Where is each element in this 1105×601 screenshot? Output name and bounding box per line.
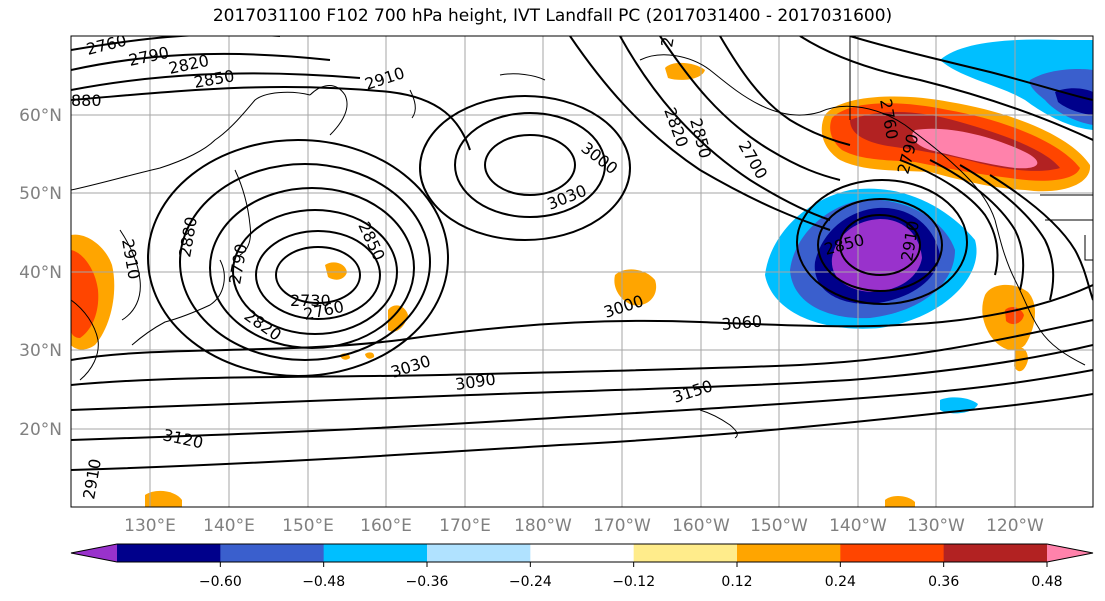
colorbar-segment: [117, 544, 221, 562]
lat-label: 30°N: [19, 341, 62, 361]
colorbar-tick-label: 0.24: [825, 574, 856, 590]
lat-label: 40°N: [19, 263, 62, 283]
contour-label: 3060: [721, 312, 763, 334]
longitude-axis: 130°E 140°E 150°E 160°E 170°E 180°W 170°…: [124, 516, 1044, 536]
lon-label: 160°E: [360, 516, 412, 536]
lon-label: 130°E: [124, 516, 176, 536]
colorbar-segment: [427, 544, 531, 562]
colorbar: −0.60 −0.48 −0.36 −0.24 −0.12 0.12 0.24 0.36 0.4…: [70, 543, 1094, 590]
lon-label: 170°W: [593, 516, 651, 536]
map-title: 2017031100 F102 700 hPa height, IVT Land…: [212, 6, 893, 26]
colorbar-tick-label: −0.48: [302, 574, 345, 590]
ivt-positive-anomaly: [71, 62, 1091, 507]
lon-label: 170°E: [439, 516, 491, 536]
colorbar-tick-label: −0.24: [509, 574, 552, 590]
contour-label: 880: [71, 91, 102, 110]
lon-label: 180°W: [514, 516, 572, 536]
colorbar-segment: [840, 544, 945, 562]
colorbar-tick-label: 0.48: [1031, 574, 1062, 590]
colorbar-tick-label: −0.12: [612, 574, 655, 590]
ivt-negative-anomaly: [765, 188, 978, 414]
colorbar-extend-low: [71, 544, 117, 562]
colorbar-segment: [737, 544, 841, 562]
lat-label: 20°N: [19, 420, 62, 440]
lon-label: 130°W: [907, 516, 965, 536]
colorbar-extend-high: [1047, 544, 1093, 562]
lon-label: 140°W: [829, 516, 887, 536]
lat-label: 50°N: [19, 184, 62, 204]
height-contours: [71, 36, 1093, 471]
graticule: [71, 36, 1093, 507]
colorbar-segment: [323, 544, 428, 562]
colorbar-tick-label: 0.12: [721, 574, 752, 590]
lon-label: 150°W: [750, 516, 808, 536]
colorbar-segment: [530, 544, 635, 562]
latitude-axis: 60°N 50°N 40°N 30°N 20°N: [19, 106, 62, 440]
map-frame: [70, 35, 1094, 508]
ivt-negative-anomaly-north: [940, 39, 1093, 130]
lon-label: 160°W: [672, 516, 730, 536]
colorbar-tick-label: 0.36: [928, 574, 959, 590]
lon-label: 120°W: [986, 516, 1044, 536]
lon-label: 150°E: [282, 516, 334, 536]
colorbar-segment: [633, 544, 738, 562]
lon-label: 140°E: [203, 516, 255, 536]
lat-label: 60°N: [19, 106, 62, 126]
colorbar-tick-label: −0.36: [406, 574, 449, 590]
colorbar-segment: [220, 544, 325, 562]
colorbar-tick-label: −0.60: [199, 574, 242, 590]
contour-label: 2730: [290, 291, 331, 310]
colorbar-segment: [943, 544, 1048, 562]
